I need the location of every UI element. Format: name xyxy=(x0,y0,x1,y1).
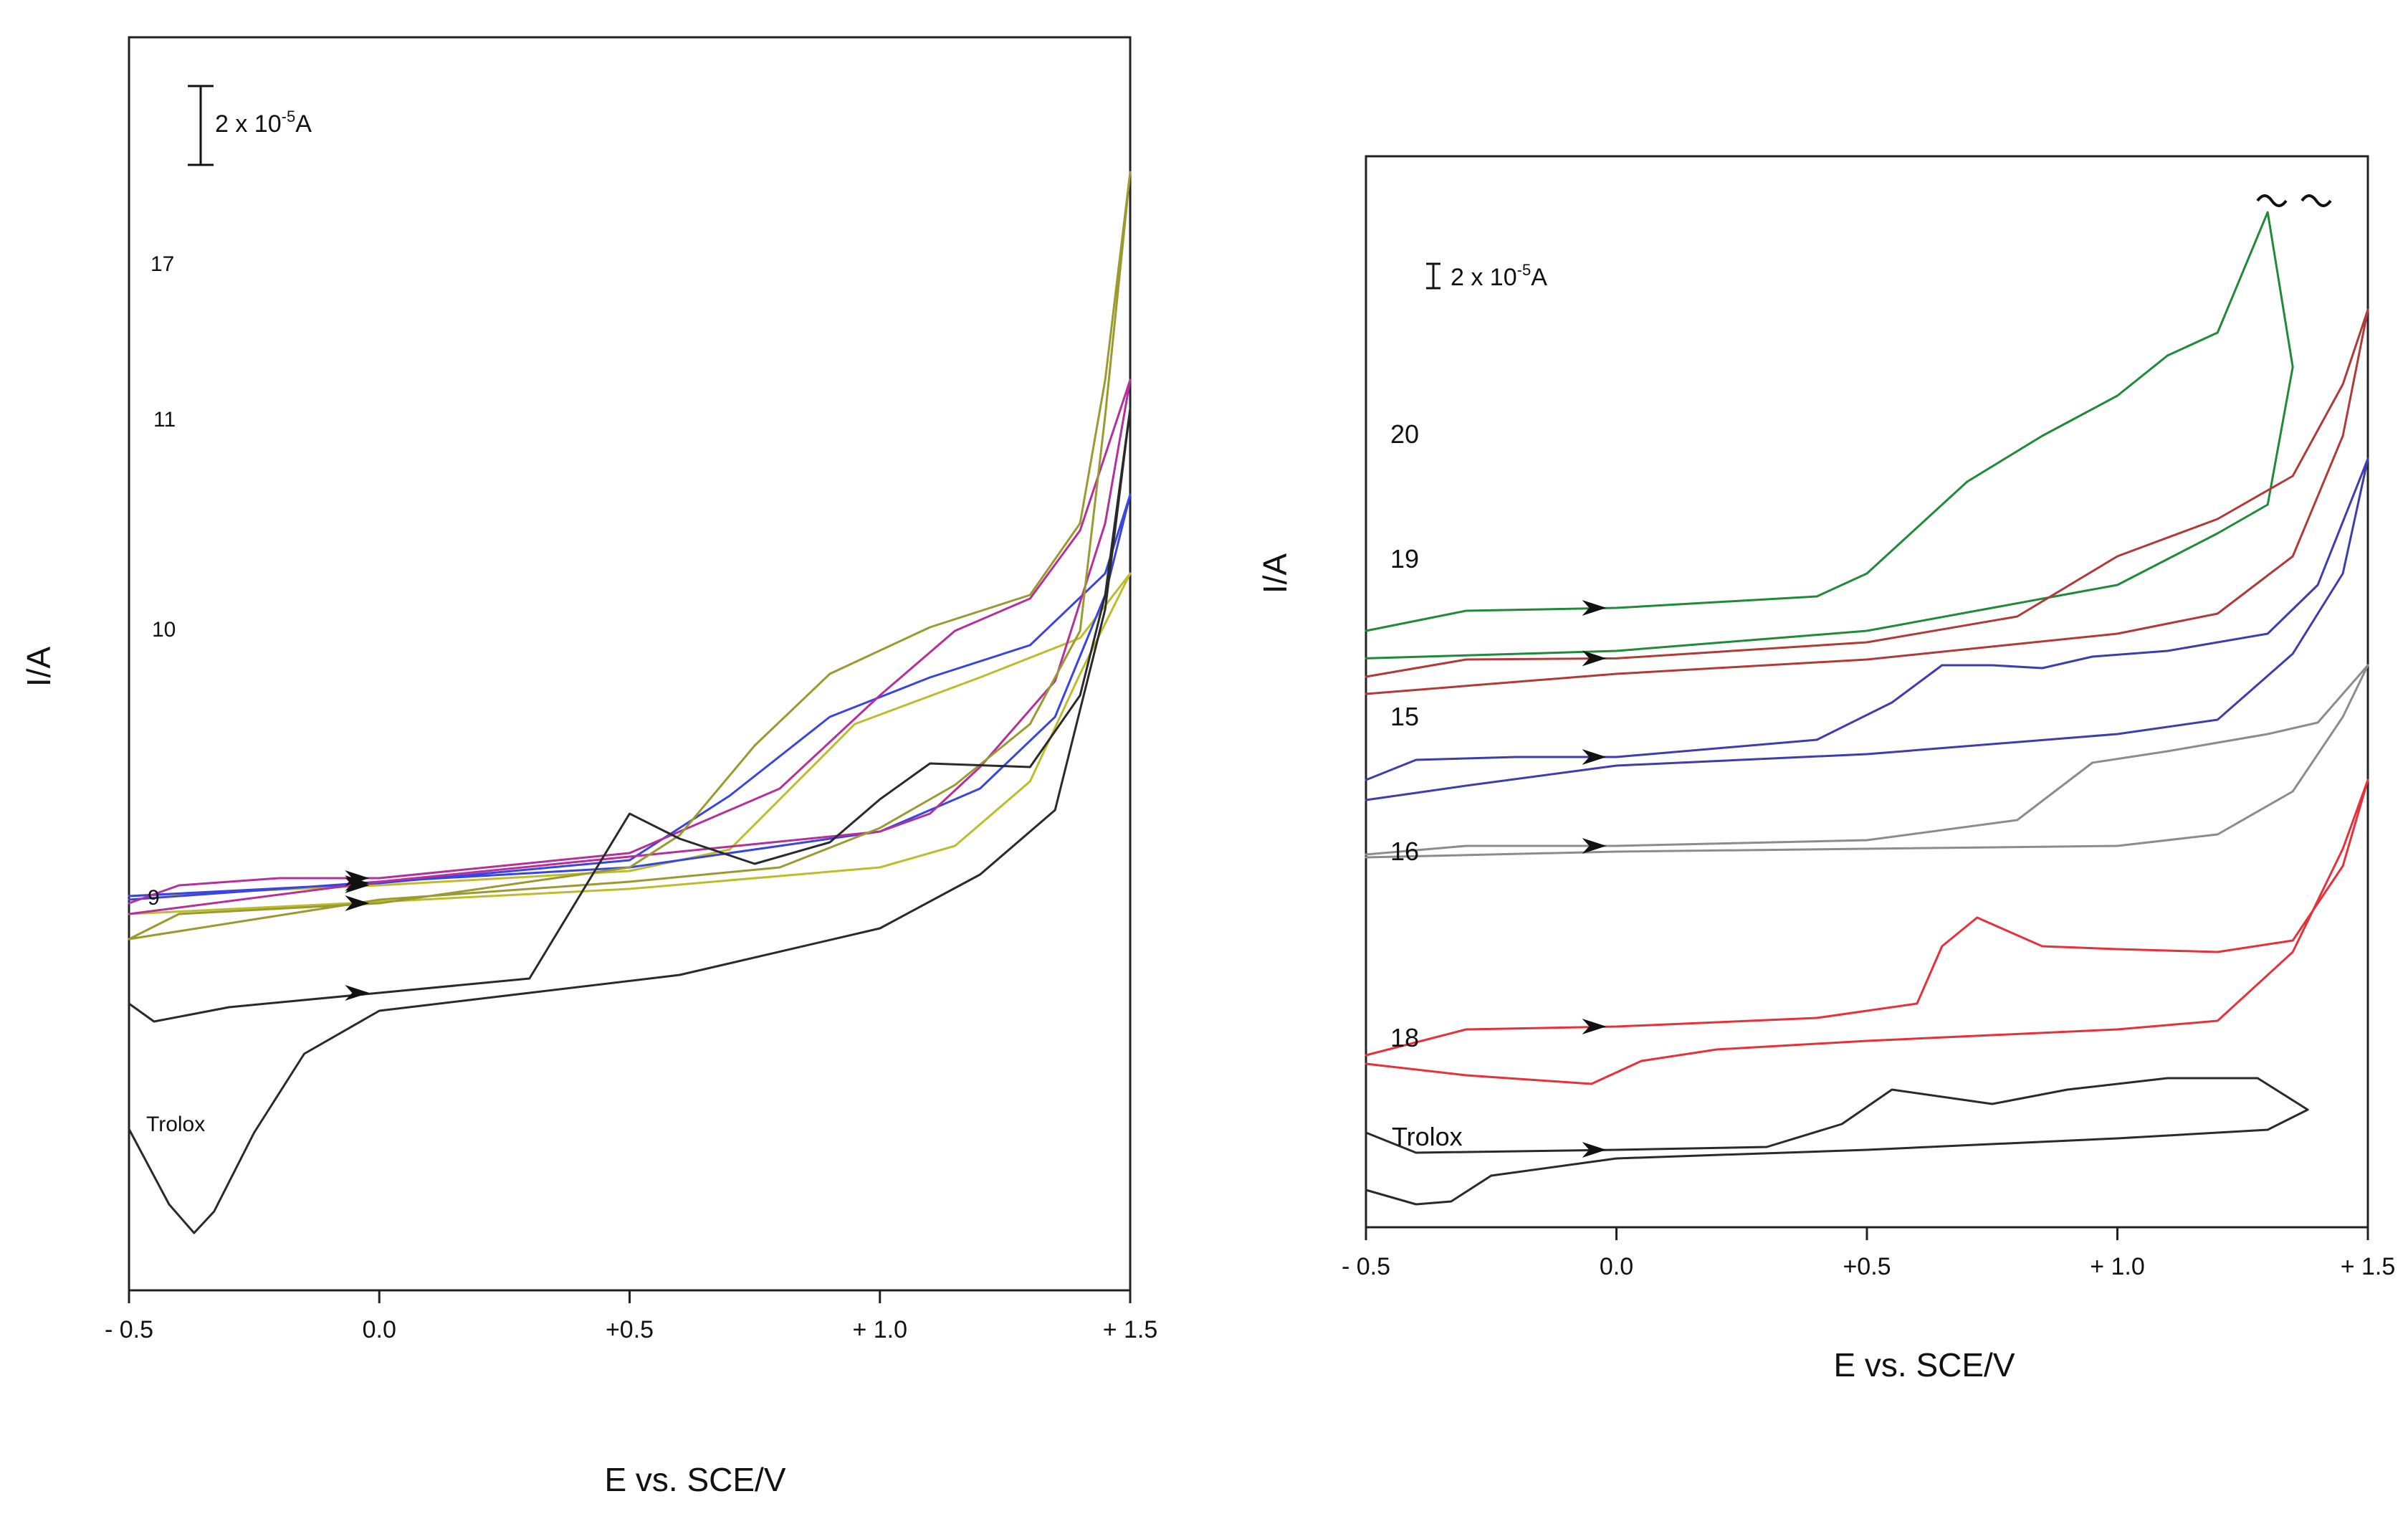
x-tick-label: + 1.5 xyxy=(1103,1316,1158,1343)
scan-direction-arrow-icon xyxy=(345,985,370,1001)
right-panel: - 0.5 0.0 +0.5 + 1.0 + 1.5 2 x 10-5A I/A E v… xyxy=(1256,155,2395,1384)
scan-direction-arrow-icon xyxy=(1582,1142,1607,1158)
right-scale-bar: 2 x 10-5A xyxy=(1426,261,1547,291)
left-scale-bar: 2 x 10-5A xyxy=(188,85,312,166)
left-y-axis-label: I/A xyxy=(20,647,57,687)
scan-direction-arrow-icon xyxy=(1582,838,1607,854)
cv-trace-16 xyxy=(1365,664,2369,859)
right-plot-frame xyxy=(1365,155,2369,1229)
left-label-11: 11 xyxy=(153,408,176,432)
cv-trace-15 xyxy=(1365,457,2369,801)
left-traces xyxy=(128,171,1132,1234)
right-label-19: 19 xyxy=(1390,544,1419,573)
left-x-ticks: - 0.5 0.0 +0.5 + 1.0 + 1.5 xyxy=(105,1290,1157,1343)
right-scale-bar-label: 2 x 10-5A xyxy=(1451,261,1547,291)
scan-direction-arrow-icon xyxy=(1582,600,1607,616)
cv-trace-10 xyxy=(128,378,1132,915)
left-label-10: 10 xyxy=(152,618,176,642)
cv-trace-trolox xyxy=(1365,1077,2309,1206)
scan-direction-arrow-icon xyxy=(345,895,370,911)
scan-direction-arrow-icon xyxy=(345,875,370,891)
cv-trace-11 xyxy=(128,493,1132,901)
right-label-18: 18 xyxy=(1390,1023,1419,1052)
cv-trace-18 xyxy=(1365,779,2369,1085)
right-traces xyxy=(1365,211,2369,1206)
left-label-9: 9 xyxy=(148,886,160,910)
cv-trace-9 xyxy=(128,171,1132,941)
right-x-ticks: - 0.5 0.0 +0.5 + 1.0 + 1.5 xyxy=(1342,1227,2395,1280)
left-scale-bar-label: 2 x 10-5A xyxy=(215,108,312,138)
cv-trace-19 xyxy=(1365,308,2369,695)
x-tick-label: + 1.0 xyxy=(2090,1253,2145,1280)
left-label-trolox: Trolox xyxy=(146,1113,205,1136)
right-axis-break-marks xyxy=(2256,194,2332,207)
left-panel: - 0.5 0.0 +0.5 + 1.0 + 1.5 2 x 10-5A I/A E v… xyxy=(20,36,1157,1498)
scan-direction-arrow-icon xyxy=(345,870,370,886)
x-tick-label: 0.0 xyxy=(363,1316,396,1343)
scan-direction-arrow-icon xyxy=(1582,1019,1607,1034)
right-label-20: 20 xyxy=(1390,419,1419,449)
x-tick-label: 0.0 xyxy=(1600,1253,1633,1280)
x-tick-label: + 1.0 xyxy=(852,1316,907,1343)
cv-trace-trolox xyxy=(128,407,1132,1234)
cv-trace-17 xyxy=(128,572,1132,915)
scan-direction-arrow-icon xyxy=(1582,749,1607,765)
right-label-16: 16 xyxy=(1390,837,1419,866)
left-plot-frame xyxy=(128,36,1132,1292)
x-tick-label: - 0.5 xyxy=(105,1316,153,1343)
left-direction-arrows xyxy=(345,870,370,1001)
right-label-trolox: Trolox xyxy=(1392,1122,1463,1151)
x-tick-label: + 1.5 xyxy=(2341,1253,2396,1280)
right-x-axis-label: E vs. SCE/V xyxy=(1833,1346,2015,1384)
left-x-axis-label: E vs. SCE/V xyxy=(604,1461,785,1498)
cv-trace-20 xyxy=(1365,211,2294,660)
right-label-15: 15 xyxy=(1390,702,1419,731)
right-direction-arrows xyxy=(1582,600,1607,1158)
x-tick-label: +0.5 xyxy=(1843,1253,1891,1280)
right-y-axis-label: I/A xyxy=(1256,553,1294,594)
scan-direction-arrow-icon xyxy=(1582,650,1607,667)
x-tick-label: - 0.5 xyxy=(1342,1253,1390,1280)
left-label-17: 17 xyxy=(150,252,174,276)
x-tick-label: +0.5 xyxy=(606,1316,654,1343)
